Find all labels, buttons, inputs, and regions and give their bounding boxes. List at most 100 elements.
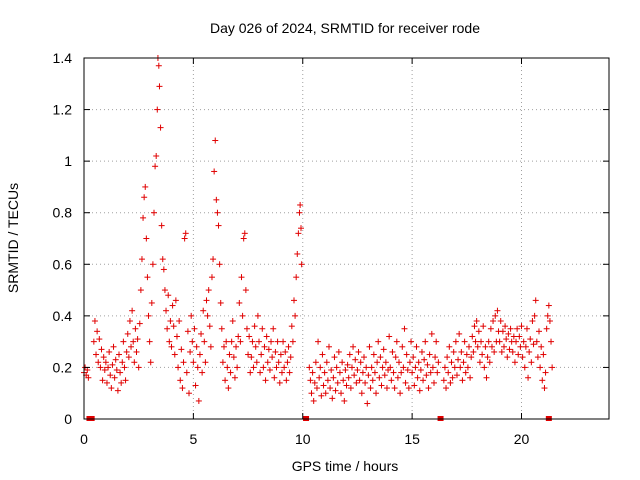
data-point: [387, 364, 394, 371]
data-point: [234, 364, 241, 371]
data-point: [542, 369, 549, 376]
data-point: [432, 354, 439, 361]
data-point: [110, 343, 117, 350]
data-point: [476, 359, 483, 366]
data-point: [503, 336, 510, 343]
data-point: [315, 338, 322, 345]
data-point: [504, 354, 511, 361]
data-point: [154, 106, 161, 113]
data-point: [130, 338, 137, 345]
data-point: [484, 354, 491, 361]
data-point: [336, 369, 343, 376]
data-point: [163, 307, 170, 314]
data-point: [159, 256, 166, 263]
data-point: [488, 343, 495, 350]
data-point: [221, 343, 227, 350]
data-point: [490, 318, 497, 325]
data-point: [266, 367, 273, 374]
data-point: [317, 364, 324, 371]
data-point: [120, 338, 127, 345]
data-point: [149, 261, 156, 268]
data-point: [297, 201, 304, 208]
data-point: [340, 377, 347, 384]
data-point: [235, 333, 242, 340]
data-point: [511, 359, 518, 366]
y-tick-label: 0.2: [53, 359, 73, 375]
data-point: [161, 287, 168, 294]
data-point: [416, 387, 423, 394]
data-point: [371, 369, 378, 376]
data-point: [173, 333, 180, 340]
data-point: [362, 379, 369, 386]
data-point: [458, 348, 465, 355]
data-point: [167, 318, 174, 325]
data-point: [157, 124, 164, 131]
data-point: [456, 330, 463, 337]
data-point: [142, 183, 149, 190]
data-point: [421, 356, 428, 363]
y-tick-label: 1.4: [53, 50, 73, 66]
data-point: [391, 385, 398, 392]
data-point: [186, 390, 192, 397]
data-point: [481, 364, 488, 371]
data-point: [382, 359, 389, 366]
data-point: [203, 297, 210, 304]
data-point: [160, 266, 167, 273]
data-point: [440, 377, 447, 384]
data-point: [522, 343, 529, 350]
data-point: [321, 369, 328, 376]
data-point: [486, 359, 493, 366]
data-point: [222, 377, 229, 384]
data-point: [192, 382, 199, 389]
data-point: [412, 364, 419, 371]
data-point: [443, 385, 450, 392]
data-point: [165, 292, 172, 299]
data-point: [281, 364, 288, 371]
data-point: [351, 372, 358, 379]
data-point: [468, 354, 475, 361]
data-point: [145, 312, 152, 319]
data-point: [480, 323, 487, 330]
data-point: [240, 235, 247, 242]
data-point: [521, 364, 528, 371]
y-tick-label: 0: [64, 411, 72, 427]
data-point: [93, 351, 100, 358]
data-point: [286, 369, 293, 376]
data-point: [339, 359, 346, 366]
data-point: [460, 359, 467, 366]
data-point: [268, 338, 275, 345]
data-point: [474, 343, 481, 350]
data-point: [531, 312, 538, 319]
data-point: [247, 369, 254, 376]
data-point: [523, 325, 530, 332]
data-point: [548, 338, 555, 345]
data-point: [526, 348, 533, 355]
data-point: [452, 338, 459, 345]
data-point: [539, 377, 546, 384]
data-point: [230, 354, 237, 361]
data-point: [530, 341, 537, 348]
data-point: [366, 343, 373, 350]
data-point: [272, 348, 279, 355]
data-point: [284, 359, 291, 366]
data-point: [289, 338, 296, 345]
data-point: [228, 338, 235, 345]
data-point: [137, 287, 144, 294]
data-point: [138, 256, 145, 263]
y-axis-label: SRMTID / TECUs: [5, 183, 21, 293]
chart-title: Day 026 of 2024, SRMTID for receiver rod…: [210, 20, 480, 36]
data-point: [170, 323, 177, 330]
data-point: [218, 325, 225, 332]
data-point: [414, 374, 421, 381]
data-point: [172, 297, 179, 304]
data-point: [122, 377, 129, 384]
data-point: [498, 348, 505, 355]
data-point: [426, 351, 433, 358]
data-point: [533, 338, 540, 345]
data-point: [131, 359, 138, 366]
data-point: [444, 354, 451, 361]
data-point: [327, 385, 334, 392]
data-point: [128, 343, 135, 350]
data-point: [123, 348, 130, 355]
data-point: [427, 369, 434, 376]
